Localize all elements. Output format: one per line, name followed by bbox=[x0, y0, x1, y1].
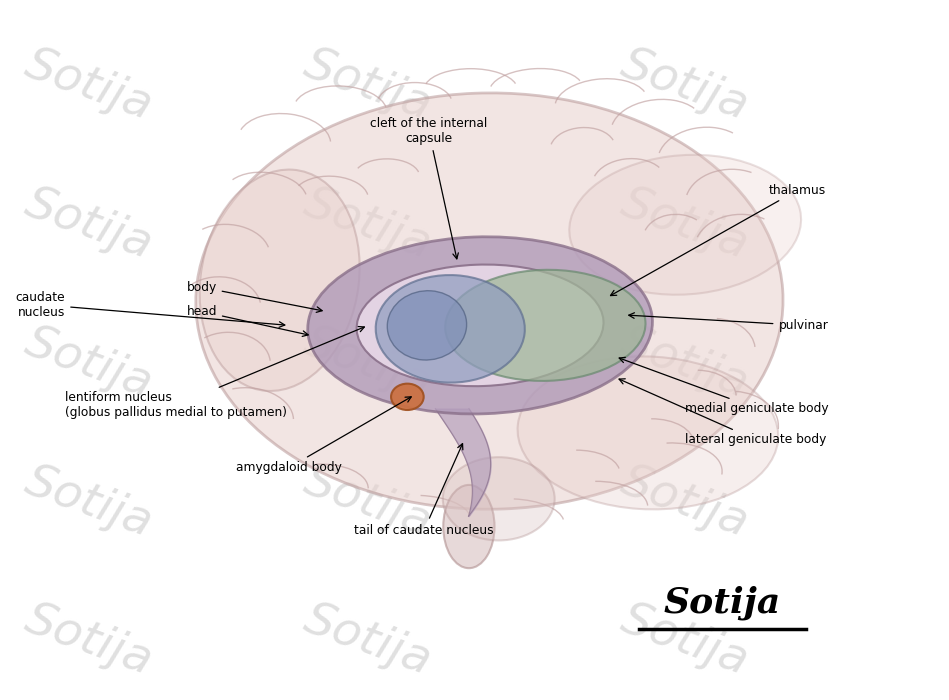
Text: thalamus: thalamus bbox=[610, 183, 827, 295]
Ellipse shape bbox=[199, 169, 360, 391]
Text: cleft of the internal
capsule: cleft of the internal capsule bbox=[370, 117, 488, 259]
Text: Sotija: Sotija bbox=[615, 320, 755, 407]
Text: lentiform nucleus
(globus pallidus medial to putamen): lentiform nucleus (globus pallidus media… bbox=[65, 326, 364, 419]
Ellipse shape bbox=[357, 265, 604, 386]
Text: medial geniculate body: medial geniculate body bbox=[619, 357, 828, 415]
Text: body: body bbox=[186, 281, 322, 312]
Ellipse shape bbox=[445, 270, 645, 381]
Text: Sotija: Sotija bbox=[615, 181, 755, 269]
Text: Sotija: Sotija bbox=[19, 458, 158, 546]
Text: Sotija: Sotija bbox=[298, 42, 438, 130]
Text: Sotija: Sotija bbox=[298, 181, 438, 269]
Text: lateral geniculate body: lateral geniculate body bbox=[619, 379, 827, 447]
Text: caudate
nucleus: caudate nucleus bbox=[15, 290, 285, 328]
Ellipse shape bbox=[391, 384, 423, 410]
Text: Sotija: Sotija bbox=[615, 597, 755, 685]
Text: pulvinar: pulvinar bbox=[629, 313, 828, 332]
Text: Sotija: Sotija bbox=[19, 42, 158, 130]
Ellipse shape bbox=[517, 356, 778, 510]
Text: Sotija: Sotija bbox=[664, 586, 781, 620]
Ellipse shape bbox=[376, 275, 525, 383]
Text: Sotija: Sotija bbox=[298, 597, 438, 685]
Text: head: head bbox=[186, 305, 308, 337]
Text: Sotija: Sotija bbox=[19, 320, 158, 407]
Ellipse shape bbox=[443, 457, 554, 540]
Text: Sotija: Sotija bbox=[615, 458, 755, 546]
Ellipse shape bbox=[387, 290, 467, 360]
Text: Sotija: Sotija bbox=[615, 42, 755, 130]
Ellipse shape bbox=[195, 93, 783, 509]
Text: Sotija: Sotija bbox=[298, 320, 438, 407]
Text: Sotija: Sotija bbox=[19, 181, 158, 269]
Text: Sotija: Sotija bbox=[298, 458, 438, 546]
Text: amygdaloid body: amygdaloid body bbox=[236, 397, 411, 474]
Text: tail of caudate nucleus: tail of caudate nucleus bbox=[354, 444, 494, 536]
Text: Sotija: Sotija bbox=[19, 597, 158, 685]
Ellipse shape bbox=[443, 485, 494, 568]
Ellipse shape bbox=[569, 155, 801, 295]
Ellipse shape bbox=[307, 237, 652, 414]
